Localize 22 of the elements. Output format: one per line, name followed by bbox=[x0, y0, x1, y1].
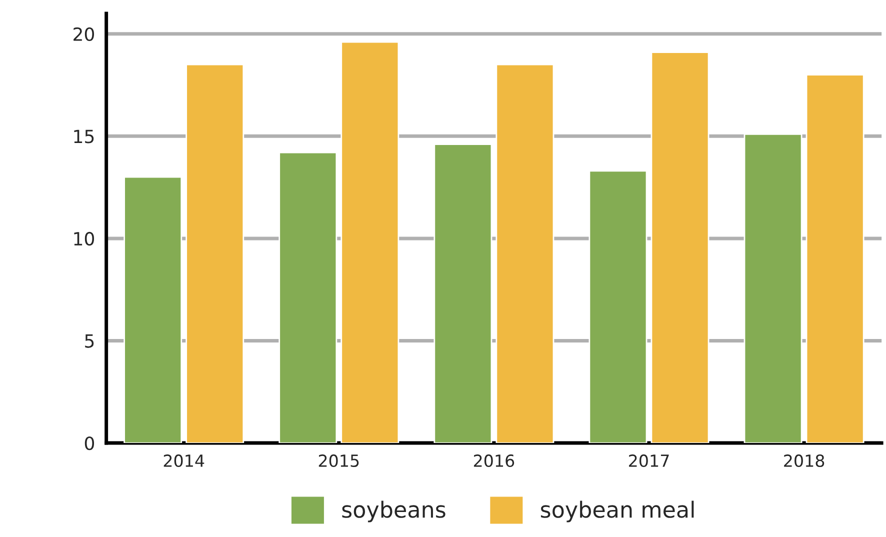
y-tick-label: 15 bbox=[74, 130, 94, 144]
y-tick-label: 20 bbox=[74, 27, 94, 41]
y-tick-label: 10 bbox=[74, 232, 94, 246]
x-tick-label: 2018 bbox=[784, 454, 824, 468]
bar bbox=[806, 74, 864, 444]
bar bbox=[278, 152, 338, 444]
y-tick-label: 5 bbox=[85, 334, 94, 348]
bar bbox=[650, 52, 710, 444]
bar bbox=[588, 170, 648, 444]
bar bbox=[186, 64, 244, 444]
x-tick-label: 2014 bbox=[164, 454, 204, 468]
legend-label: soybeans bbox=[342, 500, 446, 522]
bar bbox=[340, 41, 400, 444]
bar bbox=[496, 64, 554, 444]
y-tick-label: 0 bbox=[84, 436, 94, 450]
bar bbox=[744, 133, 802, 444]
legend-label: soybean meal bbox=[540, 500, 694, 522]
x-tick-label: 2017 bbox=[629, 454, 669, 468]
x-tick-label: 2016 bbox=[474, 454, 514, 468]
bar bbox=[124, 176, 182, 444]
bar bbox=[434, 144, 492, 444]
x-tick-label: 2015 bbox=[318, 454, 359, 468]
